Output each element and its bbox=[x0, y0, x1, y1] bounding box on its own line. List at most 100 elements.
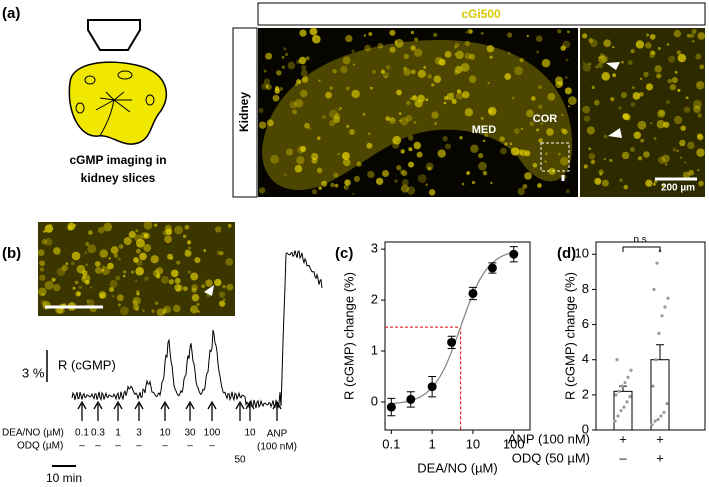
cell bbox=[425, 98, 429, 102]
y-tick-label: 1 bbox=[371, 342, 378, 357]
cell bbox=[697, 113, 702, 118]
cell bbox=[187, 270, 191, 274]
cell bbox=[164, 224, 172, 232]
cell bbox=[598, 56, 601, 60]
cell bbox=[283, 173, 287, 176]
cell bbox=[300, 69, 308, 77]
cell bbox=[519, 149, 527, 157]
point bbox=[617, 389, 621, 393]
cell bbox=[191, 293, 200, 302]
cell bbox=[649, 52, 655, 58]
cell bbox=[396, 165, 402, 171]
point bbox=[665, 402, 669, 406]
cell bbox=[296, 79, 302, 85]
cell bbox=[588, 147, 592, 151]
cell bbox=[697, 32, 706, 40]
cell bbox=[351, 49, 355, 53]
cell bbox=[455, 50, 464, 60]
point bbox=[654, 358, 658, 362]
cell bbox=[565, 58, 569, 62]
cell bbox=[380, 69, 385, 74]
point bbox=[615, 358, 619, 362]
y-tick-label: 2 bbox=[371, 292, 378, 307]
cell bbox=[381, 169, 390, 178]
point bbox=[509, 249, 519, 259]
cell bbox=[155, 273, 161, 279]
cell bbox=[312, 34, 321, 44]
point bbox=[623, 380, 627, 385]
cell bbox=[392, 135, 402, 145]
cell bbox=[658, 156, 666, 164]
cell bbox=[428, 189, 436, 196]
fit-curve bbox=[391, 251, 514, 405]
cell bbox=[680, 125, 686, 131]
cell bbox=[142, 309, 145, 312]
cell bbox=[279, 87, 283, 91]
cell bbox=[627, 60, 633, 65]
cell bbox=[363, 34, 367, 37]
cell bbox=[136, 238, 145, 248]
cell bbox=[432, 32, 438, 38]
cell bbox=[135, 266, 145, 276]
cell bbox=[459, 136, 463, 140]
cell bbox=[431, 83, 435, 87]
cell bbox=[218, 300, 226, 307]
cell bbox=[316, 136, 321, 140]
cell bbox=[699, 64, 705, 70]
cell bbox=[372, 70, 376, 74]
dose-label: 0.3 bbox=[91, 428, 105, 439]
cell bbox=[133, 257, 139, 263]
cell bbox=[389, 29, 396, 36]
cell bbox=[276, 70, 282, 76]
point bbox=[662, 410, 666, 415]
cell bbox=[548, 167, 556, 175]
cell bbox=[540, 122, 544, 125]
cell bbox=[400, 184, 410, 193]
cell bbox=[368, 132, 371, 136]
cell bbox=[333, 172, 339, 178]
glomerulus bbox=[117, 70, 133, 80]
cell bbox=[316, 167, 323, 174]
cell bbox=[403, 68, 411, 76]
cell bbox=[170, 269, 179, 278]
cell bbox=[697, 134, 704, 141]
cell bbox=[155, 267, 164, 275]
cell bbox=[263, 78, 271, 85]
cell bbox=[165, 228, 173, 236]
cell bbox=[261, 83, 269, 90]
arrowhead bbox=[606, 62, 622, 138]
cell bbox=[487, 82, 490, 85]
cell bbox=[653, 137, 657, 141]
cell bbox=[649, 34, 656, 40]
cell bbox=[342, 56, 351, 65]
cell bbox=[532, 162, 538, 168]
cell bbox=[67, 222, 76, 231]
cell bbox=[318, 186, 322, 190]
cell bbox=[219, 251, 224, 256]
cell bbox=[645, 179, 653, 187]
cell bbox=[679, 156, 683, 159]
cell bbox=[266, 119, 274, 127]
cell bbox=[308, 127, 312, 130]
cell bbox=[509, 142, 513, 146]
cell bbox=[321, 114, 326, 120]
cell bbox=[301, 76, 309, 83]
trace-label: R (cGMP) bbox=[58, 357, 116, 372]
cell bbox=[362, 112, 366, 116]
dose-label: – bbox=[115, 441, 121, 452]
cell bbox=[685, 96, 689, 100]
cell bbox=[123, 270, 127, 274]
cell bbox=[227, 223, 232, 228]
cell bbox=[86, 299, 95, 307]
sensor-box bbox=[257, 2, 706, 26]
dose-label: 0.1 bbox=[75, 428, 89, 439]
cell bbox=[351, 89, 360, 99]
cell bbox=[664, 162, 668, 166]
cell bbox=[265, 84, 269, 88]
cell bbox=[651, 51, 656, 55]
cell bbox=[339, 106, 342, 110]
cell bbox=[132, 296, 141, 305]
cell bbox=[85, 263, 89, 267]
cell bbox=[95, 266, 103, 274]
cell bbox=[538, 104, 543, 110]
